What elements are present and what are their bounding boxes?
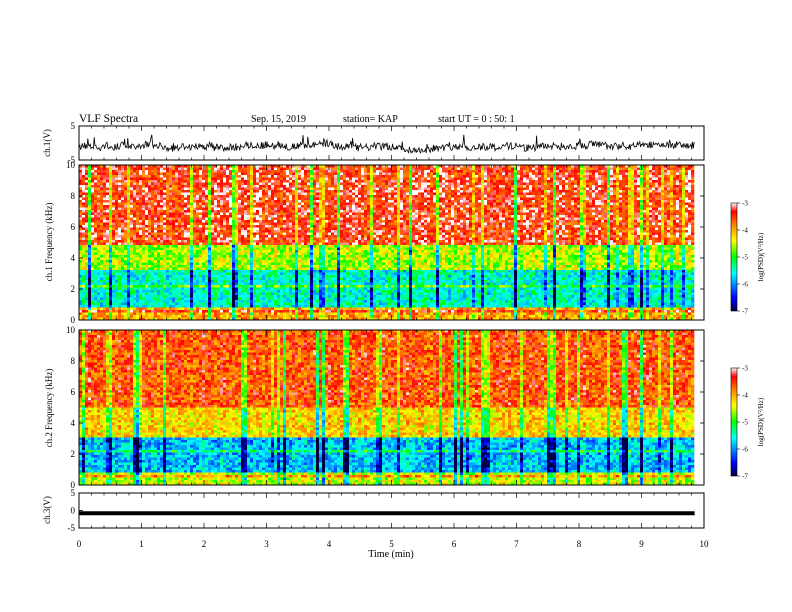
ch2-colorbar-label: log(PSD)(V²/Hz) <box>757 397 765 446</box>
ch3-voltage-yticks: 5 0 -5 <box>68 488 84 533</box>
y-tick-label: 2 <box>71 284 76 294</box>
ch1-spectrogram-heatmap <box>79 165 704 320</box>
x-tick-label: 4 <box>327 539 332 549</box>
y-tick-label: 8 <box>71 356 76 366</box>
ch1-voltage-trace <box>79 135 694 153</box>
ch2-colorbar-gradient <box>731 368 737 476</box>
ch1-spectrogram-ylabel: ch.1 Frequency (kHz) <box>44 203 54 282</box>
ch1-voltage-yticks: 5-5 <box>68 121 84 165</box>
colorbar-tick-label: -4 <box>742 227 748 235</box>
ch3-voltage-frame <box>79 493 704 528</box>
ch2-colorbar: -3 -4 -5 -6 -7 log(PSD)(V²/Hz) <box>731 365 765 481</box>
x-tick-label: 5 <box>389 539 394 549</box>
colorbar-tick-label: -3 <box>742 365 748 373</box>
x-tick-label: 1 <box>139 539 144 549</box>
ch2-spectrogram-ylabel: ch.2 Frequency (kHz) <box>44 369 54 448</box>
y-tick-label: 8 <box>71 191 76 201</box>
ch2-colorbar-ticks: -3 -4 -5 -6 -7 <box>737 365 748 481</box>
y-tick-label: 0 <box>71 506 76 516</box>
ch1-spectrogram-panel: 0 2 4 6 8 10 ch.1 Frequency (kHz) <box>44 160 704 325</box>
ch2-spectrogram-heatmap <box>79 330 704 485</box>
y-tick-label: 5 <box>71 121 76 131</box>
colorbar-tick-label: -7 <box>742 473 748 481</box>
ch1-colorbar-gradient <box>731 203 737 311</box>
y-tick-label: 4 <box>71 418 76 428</box>
ch3-voltage-ylabel: ch.3(V) <box>42 496 52 524</box>
y-tick-label: 5 <box>71 488 76 498</box>
vlf-figure: 5-5 ch.1(V) 0246810 ch.1 Frequency (kHz)… <box>0 0 792 612</box>
ch1-colorbar-ticks: -3 -4 -5 -6 -7 <box>737 200 748 316</box>
colorbar-tick-label: -6 <box>742 281 748 289</box>
ch1-voltage-frame <box>79 126 704 160</box>
x-tick-label: 9 <box>639 539 644 549</box>
x-tick-label: 0 <box>77 539 82 549</box>
colorbar-tick-label: -5 <box>742 254 748 262</box>
colorbar-tick-label: -6 <box>742 446 748 454</box>
ch1-colorbar: -3 -4 -5 -6 -7 log(PSD)(V²/Hz) <box>731 200 765 316</box>
colorbar-tick-label: -3 <box>742 200 748 208</box>
colorbar-tick-label: -5 <box>742 419 748 427</box>
x-tick-label: 7 <box>514 539 519 549</box>
x-tick-label: 2 <box>202 539 207 549</box>
y-tick-label: 0 <box>71 315 76 325</box>
colorbar-tick-label: -7 <box>742 308 748 316</box>
y-tick-label: 4 <box>71 253 76 263</box>
ch1-colorbar-label: log(PSD)(V²/Hz) <box>757 232 765 281</box>
x-tick-label: 6 <box>452 539 457 549</box>
x-tick-label: 8 <box>577 539 582 549</box>
ch1-voltage-ylabel: ch.1(V) <box>42 129 52 157</box>
y-tick-label: -5 <box>68 523 76 533</box>
x-tick-label: 10 <box>700 539 710 549</box>
x-tick-label: 3 <box>264 539 269 549</box>
x-axis-label: Time (min) <box>368 549 413 560</box>
colorbar-tick-label: -4 <box>742 392 748 400</box>
y-tick-label: 2 <box>71 449 76 459</box>
y-tick-label: 6 <box>71 222 76 232</box>
y-tick-label: 6 <box>71 387 76 397</box>
y-tick-label: 10 <box>66 160 76 170</box>
y-tick-label: 10 <box>66 325 76 335</box>
